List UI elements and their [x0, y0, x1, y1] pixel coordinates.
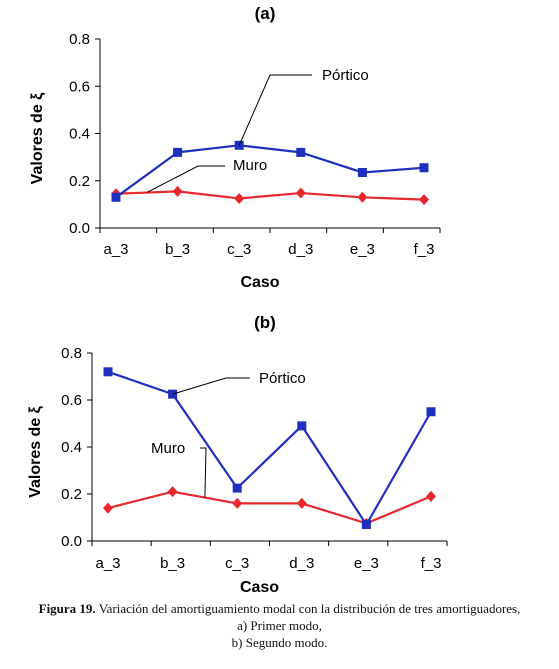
data-point-square	[357, 167, 367, 177]
y-tick-label: 0.6	[61, 392, 82, 409]
data-point-diamond	[357, 191, 368, 203]
series-label-muro: Muro	[151, 440, 185, 457]
x-tick-label: a_3	[103, 241, 128, 258]
callout-leader	[200, 447, 207, 498]
x-tick-label: e_3	[354, 555, 379, 572]
y-tick-label: 0.6	[69, 78, 90, 95]
data-point-diamond	[419, 194, 429, 206]
figure-label: Figura 19.	[38, 601, 96, 616]
data-point-diamond	[295, 187, 306, 199]
data-point-square	[103, 367, 113, 377]
x-tick-label: f_3	[421, 555, 442, 572]
y-axis-label: Valores de ξ	[29, 92, 46, 184]
data-point-diamond	[103, 502, 113, 514]
callout-leader	[238, 74, 312, 146]
y-tick-label: 0.2	[69, 173, 90, 190]
figure-caption-line1: Figura 19. Variación del amortiguamiento…	[0, 600, 559, 617]
chart-b: (b) 0.0 0.2 0.4 0.6 0.8 a_3 b_3 c_3 d_3 e_3 f_3 Caso…	[27, 313, 448, 596]
y-tick-label: 0.0	[61, 533, 82, 550]
caption-text-1: Variación del amortiguamiento modal con …	[95, 601, 521, 616]
figure-caption-line3: b) Segundo modo.	[231, 635, 328, 650]
series-label-muro: Muro	[233, 157, 267, 174]
y-tick-label: 0.8	[69, 31, 90, 48]
data-point-square	[296, 147, 306, 157]
x-tick-label: c_3	[227, 241, 251, 258]
x-tick-label: e_3	[350, 241, 375, 258]
series-label-prtico: Pórtico	[259, 370, 306, 387]
data-point-square	[173, 147, 183, 157]
y-tick-label: 0.4	[69, 126, 90, 143]
data-point-square	[297, 421, 307, 431]
series-line-muro	[115, 190, 425, 201]
data-point-diamond	[426, 490, 436, 502]
x-axis-label: Caso	[240, 579, 279, 596]
data-point-square	[232, 483, 242, 493]
series-label-prtico: Pórtico	[322, 67, 369, 84]
series-line-prtico	[115, 144, 425, 199]
data-point-square	[361, 520, 371, 530]
data-point-diamond	[232, 497, 243, 509]
data-point-square	[111, 192, 121, 202]
data-point-diamond	[296, 497, 307, 509]
series-line-prtico	[107, 370, 432, 526]
data-point-square	[419, 163, 429, 173]
x-tick-label: b_3	[160, 555, 185, 572]
data-point-diamond	[167, 486, 178, 498]
data-point-diamond	[234, 192, 245, 204]
y-tick-label: 0.0	[69, 220, 90, 237]
chart-title: (a)	[255, 4, 276, 23]
callout-leader	[146, 165, 225, 194]
y-tick-label: 0.2	[61, 486, 82, 503]
x-tick-label: d_3	[289, 555, 314, 572]
chart-a: (a) 0.0 0.2 0.4 0.6 0.8 a_3 b_3 c_3 d_3 e_3 f_3 Caso…	[29, 4, 441, 291]
y-axis-label: Valores de ξ	[27, 405, 44, 497]
figure-caption-line2: a) Primer modo,	[237, 618, 322, 633]
chart-title: (b)	[254, 313, 276, 332]
y-tick-label: 0.4	[61, 439, 82, 456]
x-tick-label: c_3	[225, 555, 249, 572]
x-tick-label: d_3	[288, 241, 313, 258]
data-point-diamond	[172, 185, 183, 197]
data-point-square	[426, 407, 436, 417]
x-axis-label: Caso	[240, 274, 279, 291]
x-tick-label: f_3	[414, 241, 435, 258]
x-tick-label: b_3	[165, 241, 190, 258]
series-line-muro	[107, 490, 432, 525]
x-tick-label: a_3	[95, 555, 120, 572]
y-tick-label: 0.8	[61, 345, 82, 362]
callout-leader	[172, 377, 250, 395]
